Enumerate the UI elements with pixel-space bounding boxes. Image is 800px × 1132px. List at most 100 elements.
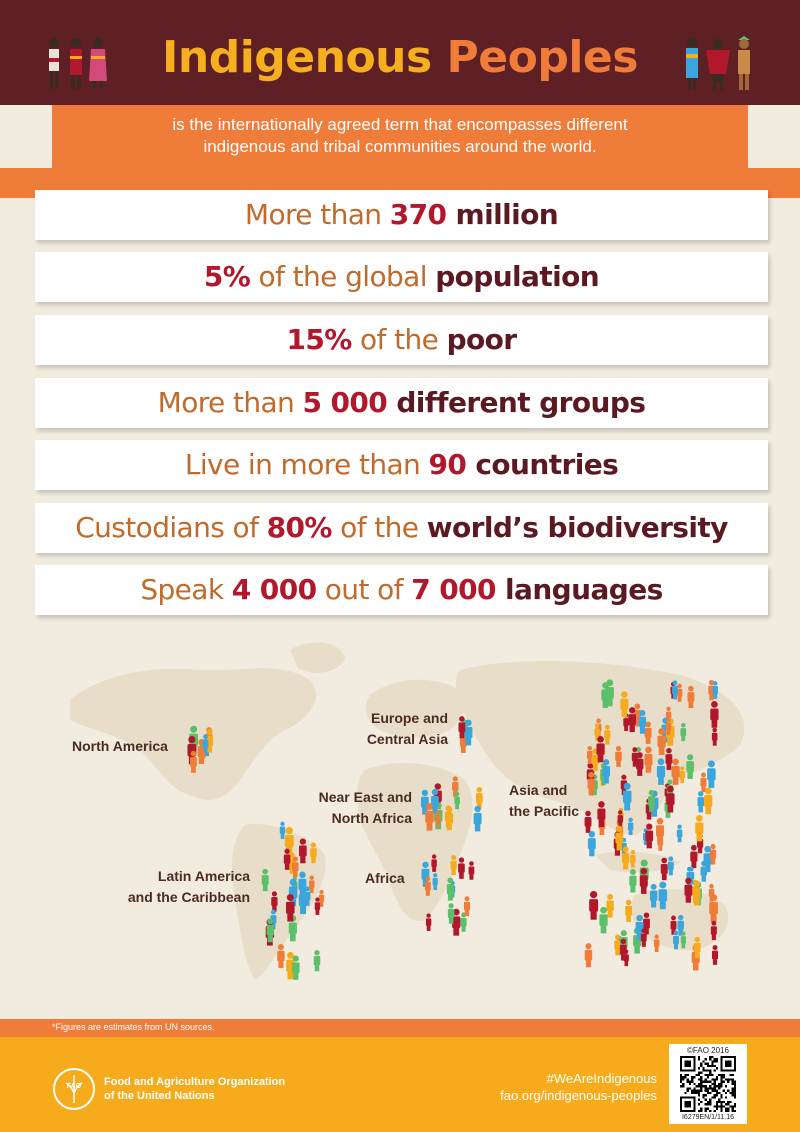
person-figure [690, 844, 698, 869]
region-label-north-america: North America [72, 738, 168, 754]
stat-text: Speak [140, 573, 232, 606]
person-figure [692, 880, 701, 906]
stat-emphasis: different groups [387, 386, 646, 419]
person-figure [599, 906, 608, 934]
document-id: I6279EN/1/11.16 [681, 1114, 735, 1121]
hashtag-link[interactable]: #WeAreIndigenous [546, 1071, 657, 1086]
person-figure [445, 806, 454, 831]
person-figure [458, 857, 465, 879]
person-figure [447, 903, 455, 924]
person-figure [606, 893, 614, 918]
person-figure [670, 915, 677, 935]
stat-text: Custodians of [75, 511, 267, 544]
person-figure [602, 759, 611, 784]
person-figure [277, 944, 285, 968]
stat-number: 4 000 [231, 573, 317, 606]
person-figure [584, 943, 593, 968]
fao-logo: FAO [53, 1068, 95, 1110]
person-figure [475, 786, 483, 809]
person-figure [283, 848, 291, 870]
person-figure [463, 896, 471, 917]
person-figure [644, 721, 652, 744]
person-figure [710, 701, 719, 728]
person-figure [628, 707, 637, 733]
title-word-indigenous: Indigenous [162, 32, 432, 83]
region-label-africa: Africa [365, 870, 405, 886]
qr-code-icon [680, 1056, 736, 1112]
person-figure [271, 891, 278, 912]
person-figure [435, 810, 441, 827]
region-label-asia-pacific: Asia and the Pacific [509, 782, 580, 819]
person-figure [622, 782, 632, 811]
person-figure [292, 955, 300, 980]
stat-text: of the [351, 323, 447, 356]
person-figure [629, 869, 637, 893]
person-figure [676, 683, 683, 702]
stat-population-count: More than 370 million [35, 190, 768, 240]
stat-text: of the [331, 511, 427, 544]
stat-number: 370 [389, 198, 447, 231]
qr-code-box[interactable]: ©FAO 2016 I6279EN/1/11.16 [669, 1044, 747, 1124]
person-figure [620, 691, 629, 718]
person-figure [310, 842, 317, 864]
person-figure [709, 894, 718, 923]
stat-number: 90 [428, 448, 467, 481]
person-figure [594, 723, 600, 742]
stat-languages: Speak 4 000 out of 7 000 languages [35, 565, 768, 615]
title-word-peoples: Peoples [446, 32, 639, 83]
person-figure [657, 728, 666, 755]
stat-different-groups: More than 5 000 different groups [35, 378, 768, 428]
person-figure [615, 745, 622, 767]
person-figure [671, 758, 680, 785]
person-figure [679, 766, 685, 784]
person-figure [672, 680, 678, 700]
person-figure [473, 805, 482, 832]
person-figure [587, 831, 596, 857]
person-figure [464, 719, 473, 746]
person-figure [425, 803, 434, 831]
org-name: Food and Agriculture Organization of the… [104, 1076, 286, 1102]
person-figure [314, 897, 321, 915]
footnote-band: *Figures are estimates from UN sources. [0, 1019, 800, 1037]
person-figure [625, 899, 633, 922]
person-figure [707, 760, 716, 788]
subtitle-line-1: is the internationally agreed term that … [172, 115, 628, 134]
person-figure [630, 850, 636, 868]
person-figure [695, 815, 704, 842]
person-figure [615, 825, 624, 851]
stat-text: of the global [250, 260, 436, 293]
stat-biodiversity: Custodians of 80% of the world’s biodive… [35, 503, 768, 553]
stat-number: 80% [266, 511, 333, 544]
person-figure [584, 810, 592, 833]
page-title: Indigenous Peoples [0, 30, 800, 86]
person-figure [687, 685, 695, 709]
person-figure [680, 931, 687, 949]
person-figure [589, 890, 599, 920]
stat-global-population-share: 5% of the global population [35, 252, 768, 302]
person-figure [285, 893, 295, 922]
person-figure [261, 868, 269, 892]
subtitle-line-2: indigenous and tribal communities around… [203, 137, 597, 156]
website-link[interactable]: fao.org/indigenous-peoples [500, 1088, 657, 1103]
person-figure [614, 934, 621, 956]
person-figure [596, 735, 605, 763]
fao-logo-letters: FAO [67, 1083, 82, 1090]
person-figure [292, 856, 299, 878]
indigenous-people-illustration-left [49, 38, 107, 89]
person-figure [709, 843, 717, 865]
person-figure [587, 771, 595, 796]
person-figure [460, 912, 467, 932]
subtitle: is the internationally agreed term that … [52, 114, 748, 158]
person-figure [454, 791, 460, 810]
person-figure [431, 854, 437, 872]
person-figure [604, 724, 611, 745]
stat-countries: Live in more than 90 countries [35, 440, 768, 490]
world-map: North America Europe and Central Asia Nea… [40, 630, 770, 1010]
indonesia-shape [595, 851, 680, 873]
person-figure [639, 867, 648, 894]
stat-emphasis: population [435, 260, 600, 293]
person-figure [298, 838, 307, 864]
world-map-shapes [70, 642, 745, 980]
person-figure [586, 745, 593, 764]
person-figure [432, 873, 438, 891]
